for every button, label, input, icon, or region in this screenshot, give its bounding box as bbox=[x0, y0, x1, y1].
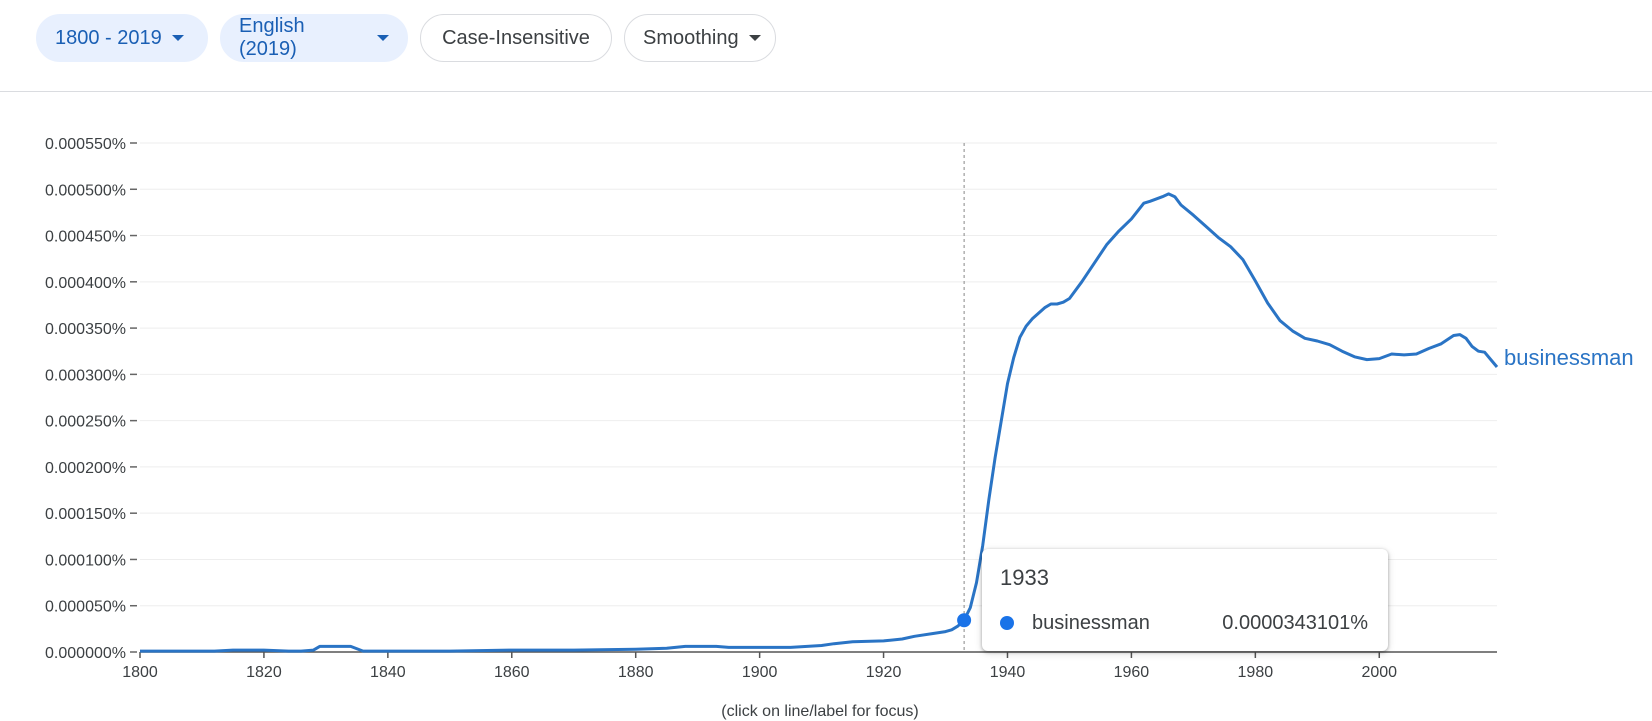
series-layer[interactable]: businessman bbox=[140, 192, 1634, 653]
y-tick-label: 0.000200% bbox=[45, 460, 126, 477]
series-line-businessman[interactable] bbox=[140, 192, 1499, 653]
y-tick-label: 0.000050% bbox=[45, 599, 126, 616]
tooltip-value: 0.0000343101% bbox=[1222, 612, 1368, 634]
grid-lines bbox=[140, 142, 1497, 607]
toolbar: 1800 - 2019 English (2019) Case-Insensit… bbox=[0, 0, 1652, 92]
x-tick-label: 1960 bbox=[1114, 664, 1150, 681]
x-tick-label: 1880 bbox=[618, 664, 654, 681]
x-tick-label: 1920 bbox=[866, 664, 902, 681]
x-tick-label: 1820 bbox=[246, 664, 282, 681]
corpus-dropdown[interactable]: English (2019) bbox=[220, 14, 408, 62]
highlight-point bbox=[957, 613, 972, 628]
series-dot-icon bbox=[1000, 616, 1014, 630]
x-tick-label: 1800 bbox=[122, 664, 158, 681]
x-tick-label: 1840 bbox=[370, 664, 406, 681]
x-tick-label: 2000 bbox=[1361, 664, 1397, 681]
hover-tooltip: 1933 businessman 0.0000343101% bbox=[982, 549, 1388, 651]
y-tick-label: 0.000250% bbox=[45, 414, 126, 431]
smoothing-dropdown[interactable]: Smoothing bbox=[624, 14, 776, 62]
y-tick-label: 0.000150% bbox=[45, 506, 126, 523]
focus-hint: (click on line/label for focus) bbox=[721, 703, 919, 720]
ngram-chart[interactable]: 0.000000% 0.000050% 0.000100% 0.000150% 0.00… bbox=[0, 93, 1652, 703]
series-label[interactable]: businessman bbox=[1504, 345, 1634, 370]
y-tick-label: 0.000000% bbox=[45, 645, 126, 662]
y-tick-label: 0.000350% bbox=[45, 321, 126, 338]
y-tick-label: 0.000450% bbox=[45, 229, 126, 246]
chevron-down-icon bbox=[171, 35, 184, 41]
corpus-label: English (2019) bbox=[239, 15, 305, 60]
x-tick-label: 1940 bbox=[990, 664, 1026, 681]
y-tick-label: 0.000550% bbox=[45, 136, 126, 153]
y-tick-label: 0.000400% bbox=[45, 275, 126, 292]
year-range-label: 1800 - 2019 bbox=[55, 26, 162, 49]
x-tick-label: 1860 bbox=[494, 664, 530, 681]
case-insensitive-label: Case-Insensitive bbox=[442, 26, 590, 49]
tooltip-year: 1933 bbox=[1000, 565, 1049, 590]
chevron-down-icon bbox=[748, 35, 761, 41]
x-tick-label: 1980 bbox=[1238, 664, 1274, 681]
tooltip-series-name: businessman bbox=[1032, 612, 1150, 634]
x-tick-label: 1900 bbox=[742, 664, 778, 681]
smoothing-label: Smoothing bbox=[643, 26, 739, 49]
case-insensitive-toggle[interactable]: Case-Insensitive bbox=[420, 14, 612, 62]
chevron-down-icon bbox=[377, 35, 389, 41]
y-tick-label: 0.000500% bbox=[45, 182, 126, 199]
y-tick-label: 0.000300% bbox=[45, 367, 126, 384]
year-range-dropdown[interactable]: 1800 - 2019 bbox=[36, 14, 208, 62]
y-tick-label: 0.000100% bbox=[45, 552, 126, 569]
axes: 0.000000% 0.000050% 0.000100% 0.000150% 0.00… bbox=[45, 136, 1497, 681]
